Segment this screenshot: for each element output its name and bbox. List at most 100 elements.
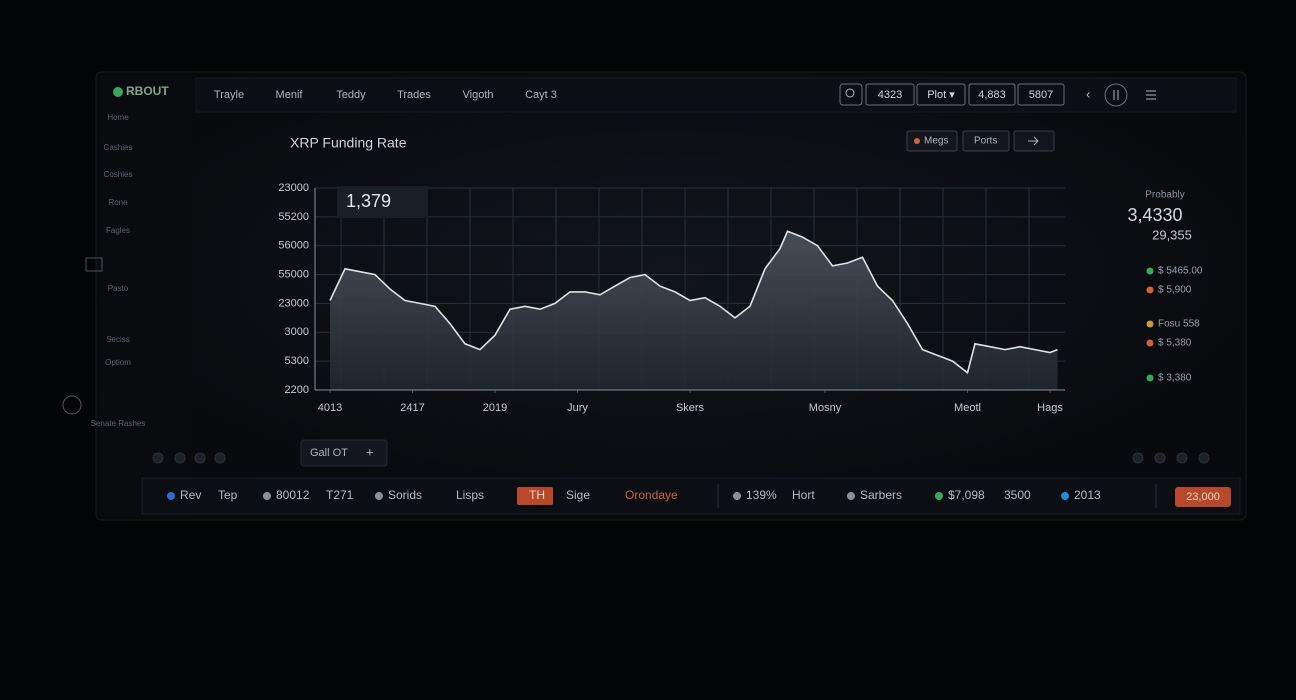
sidebar-item[interactable]: Home [107, 113, 129, 122]
pager-dot[interactable] [1154, 452, 1166, 464]
nav-item[interactable]: Trayle [214, 89, 244, 101]
bottom-item[interactable]: Sorids [388, 488, 422, 502]
pager-dot[interactable] [152, 452, 164, 464]
dot [914, 138, 920, 144]
line [329, 230, 1058, 375]
toolbar-field[interactable] [916, 83, 966, 106]
bottom-items: Rev Tep 80012 T271 Sorids Lisps TH Sige Orondaye… [167, 484, 1157, 508]
nav-item[interactable]: Teddy [336, 89, 366, 101]
item-icon [263, 492, 271, 500]
nav-item[interactable]: Cayt 3 [525, 89, 557, 101]
area [330, 231, 1058, 390]
x-tick-label: 4013 [318, 402, 342, 414]
pager [152, 452, 1210, 464]
toolbar-field[interactable] [865, 83, 915, 106]
toolbar-label: 4,883 [978, 89, 1006, 101]
sidebar-item[interactable]: Rone [108, 198, 128, 207]
sidebar [100, 76, 192, 516]
chart-button-label: Ports [974, 136, 997, 147]
pager-dot[interactable] [174, 452, 186, 464]
bottom-item[interactable]: 139% [746, 488, 777, 502]
bottom-item[interactable]: 80012 [276, 488, 310, 502]
chart: 23000 55200 56000 55000 23000 3000 5300 2200 401… [278, 182, 1065, 414]
tooltip-value: 1,379 [346, 191, 391, 211]
pager-dot[interactable] [214, 452, 226, 464]
tag [517, 487, 553, 505]
sidebar-item[interactable]: Fagles [106, 226, 130, 235]
bottom-item[interactable]: Hort [792, 488, 815, 502]
y-tick-label: 3000 [285, 326, 309, 338]
stat-sub: 29,355 [1152, 227, 1192, 242]
y-tick-label: 5300 [285, 355, 309, 367]
nav-item[interactable]: Menif [276, 89, 304, 101]
chart-title: XRP Funding Rate [290, 135, 407, 151]
x-tick-label: Hags [1037, 402, 1063, 414]
pager-dot[interactable] [1132, 452, 1144, 464]
toolbar-label: 5807 [1029, 89, 1053, 101]
y-tick-label: 23000 [278, 182, 309, 194]
item-icon [375, 492, 383, 500]
bottom-item[interactable]: Sarbers [860, 488, 902, 502]
chart-button[interactable] [962, 130, 1010, 152]
sidebar-item[interactable]: Pasto [108, 284, 129, 293]
menu-icon[interactable] [1146, 90, 1156, 100]
bottom-item[interactable]: Lisps [456, 488, 484, 502]
sidebar-item[interactable]: Seciss [106, 335, 130, 344]
stat-label: Probably [1145, 190, 1184, 201]
brand: RBOUT [126, 84, 169, 98]
add-button[interactable] [300, 439, 388, 467]
icon [62, 395, 82, 415]
y-tick-label: 2200 [285, 384, 309, 396]
sidebar-item[interactable]: Cashies [104, 143, 133, 152]
search-button[interactable] [839, 83, 863, 106]
bottom-item[interactable]: TH [529, 488, 545, 502]
stat-item: $ 3,380 [1158, 373, 1192, 384]
stat-item: $ 5,900 [1158, 285, 1192, 296]
item-icon [733, 492, 741, 500]
status-dot [1146, 320, 1154, 328]
nav-item[interactable]: Vigoth [463, 89, 494, 101]
right-items: $ 5465.00 $ 5,900 Fosu 558 $ 5,380 $ 3,380 [1146, 266, 1203, 384]
stat-item: $ 5465.00 [1158, 266, 1203, 277]
bottom-item[interactable]: T271 [326, 488, 354, 502]
bottom-item[interactable]: 2013 [1074, 488, 1101, 502]
y-tick-label: 55200 [278, 211, 309, 223]
nav-item[interactable]: Trades [397, 89, 431, 101]
pager-dot[interactable] [1176, 452, 1188, 464]
x-tick-label: Meotl [954, 402, 981, 414]
item-icon [167, 492, 175, 500]
pause-button[interactable] [1104, 83, 1128, 107]
back-icon[interactable]: ‹ [1086, 86, 1090, 101]
toolbar-field[interactable] [968, 83, 1016, 106]
sidebar-item[interactable]: Coshles [104, 170, 133, 179]
arrow-icon [1028, 136, 1039, 146]
total: 23,000 [1186, 491, 1220, 503]
x-tick-label: Skers [676, 402, 705, 414]
x-tick-label: 2019 [483, 402, 507, 414]
bottom-item[interactable]: Orondaye [625, 488, 678, 502]
pager-dot[interactable] [194, 452, 206, 464]
pager-dot[interactable] [1198, 452, 1210, 464]
toolbar-label: Plot ▾ [927, 89, 955, 101]
search-icon [845, 88, 855, 98]
sidebar-item[interactable]: Senate Rashes [91, 419, 146, 428]
toolbar-field[interactable] [1017, 83, 1065, 106]
toolbar: 4323 Plot ▾ 4,883 5807 [865, 83, 1065, 106]
status-dot [1146, 286, 1154, 294]
status-dot [1146, 374, 1154, 382]
total-button[interactable] [1175, 487, 1231, 507]
x-tick-label: Mosny [809, 402, 842, 414]
brand-icon [113, 87, 123, 97]
x-tick-label: Jury [567, 402, 588, 414]
x-tick-label: 2417 [400, 402, 424, 414]
y-tick-label: 56000 [278, 240, 309, 252]
bottom-item[interactable]: Tep [218, 488, 238, 502]
bottom-item[interactable]: Rev [180, 488, 201, 502]
chart-button[interactable] [906, 130, 958, 152]
bottom-item[interactable]: $7,098 [948, 488, 985, 502]
bottom-item[interactable]: 3500 [1004, 488, 1031, 502]
y-tick-label: 23000 [278, 297, 309, 309]
sidebar-item[interactable]: Optiom [105, 358, 131, 367]
item-icon [847, 492, 855, 500]
bottom-item[interactable]: Sige [566, 488, 590, 502]
